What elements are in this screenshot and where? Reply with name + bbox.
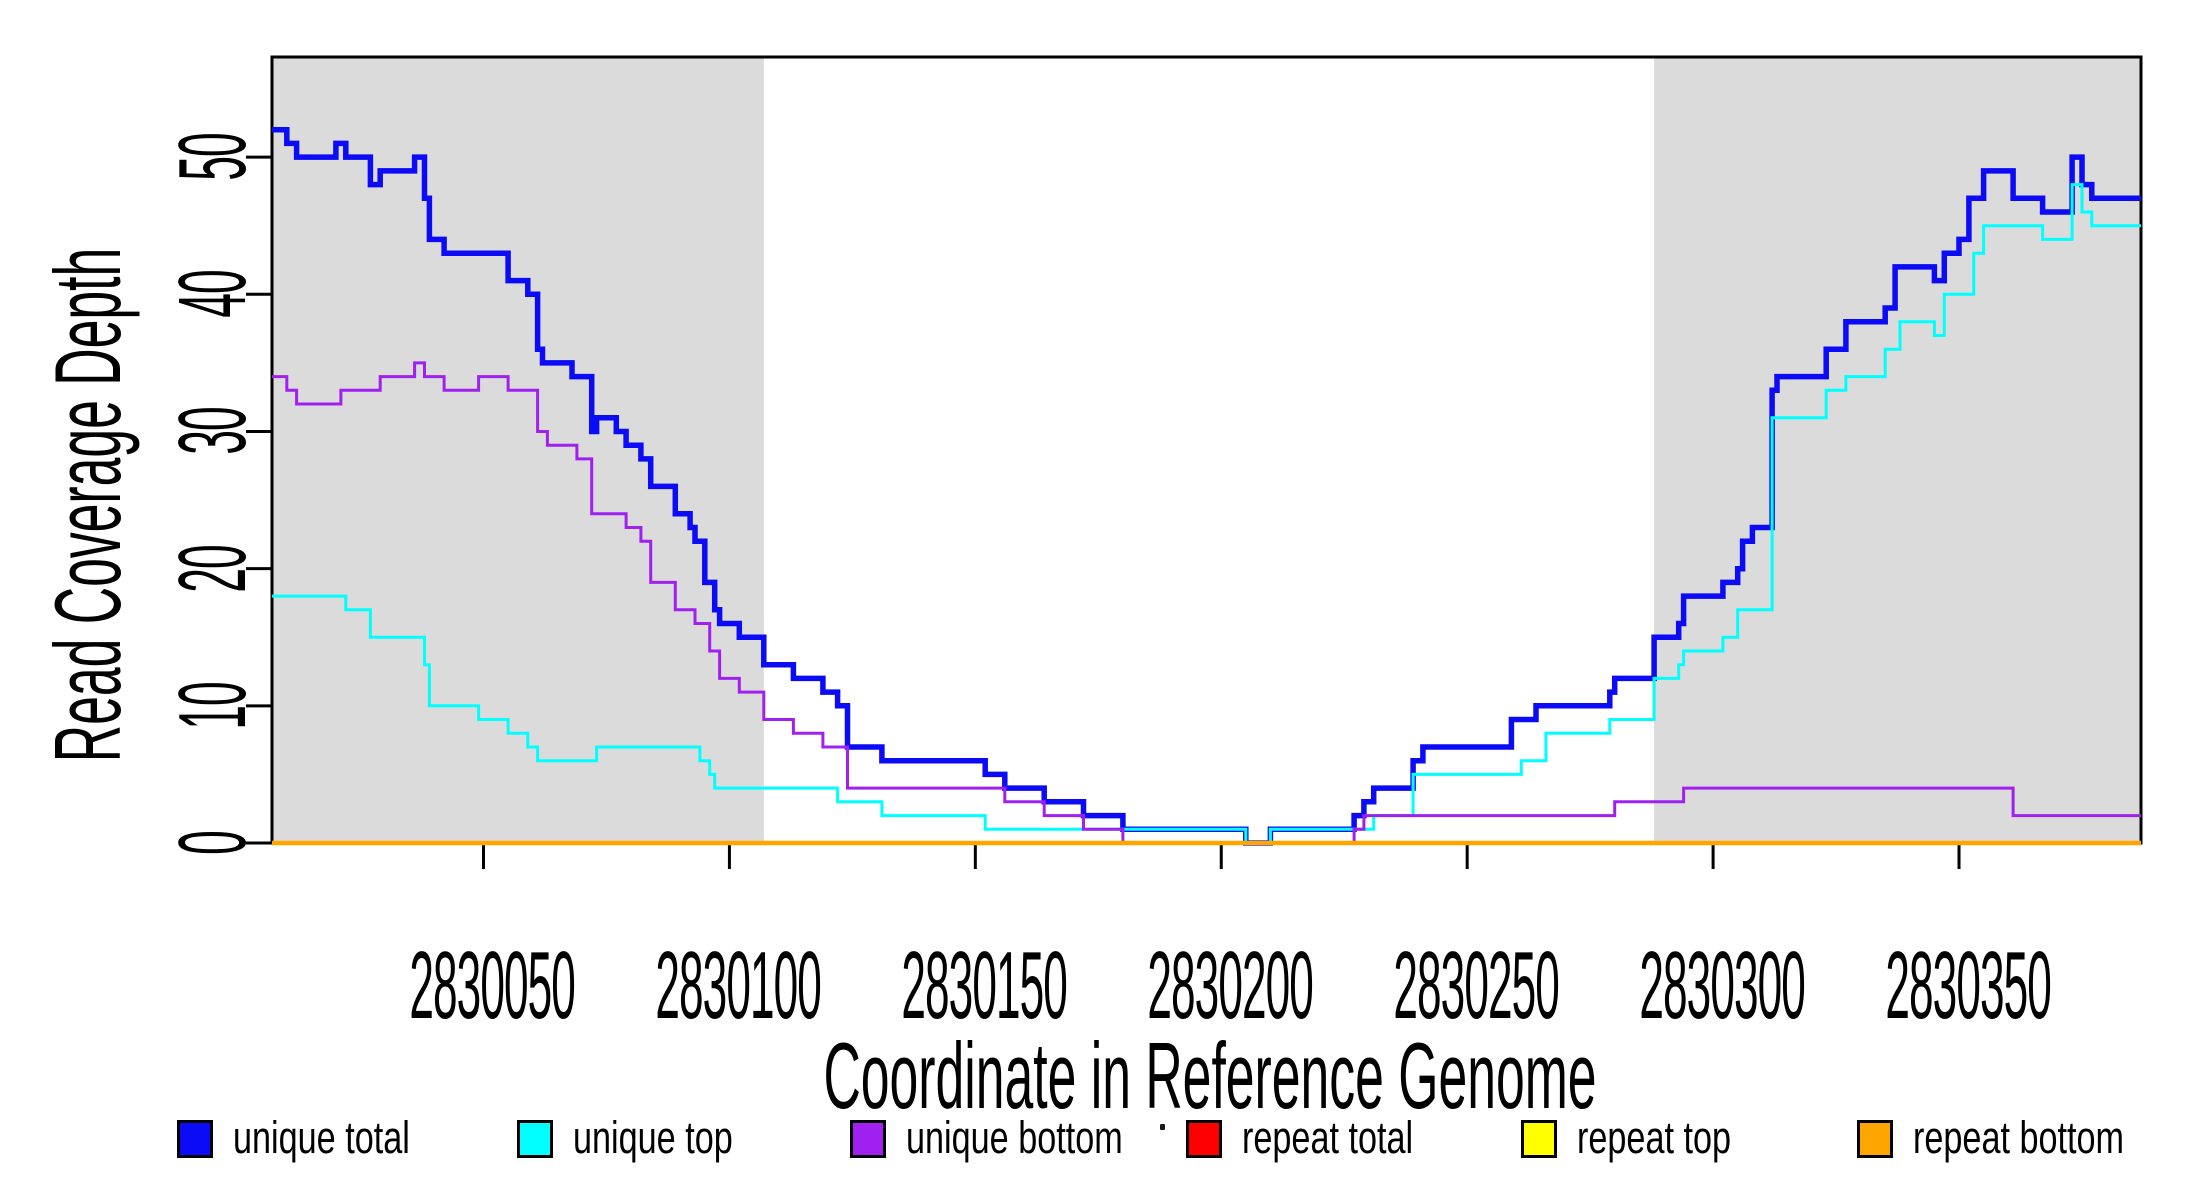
- y-tick-label: 30: [159, 407, 266, 456]
- x-axis-title: Coordinate in Reference Genome: [823, 1023, 1597, 1128]
- legend-item-label: unique top: [573, 1112, 733, 1163]
- series-line-unique-top: [272, 183, 2141, 845]
- y-axis-title: Read Coverage Depth: [35, 247, 140, 763]
- x-tick-label: 2830250: [1393, 932, 1560, 1039]
- y-tick-label: 50: [159, 133, 266, 181]
- x-tick-label: 2830050: [409, 932, 576, 1039]
- highlight-region-right: [1654, 57, 2141, 843]
- legend-color-swatch: [177, 1120, 213, 1158]
- legend-item-label: repeat total: [1242, 1112, 1414, 1163]
- x-tick-label: 2830200: [1147, 932, 1314, 1039]
- series-line-unique-bottom: [272, 361, 2141, 845]
- y-tick-label: 10: [159, 682, 266, 730]
- legend-color-swatch: [1857, 1120, 1893, 1158]
- y-tick-label: 0: [159, 831, 266, 855]
- x-tick-label: 2830350: [1885, 932, 2051, 1039]
- highlight-region-left: [272, 57, 764, 843]
- stray-dot-mark: [1160, 1124, 1165, 1130]
- legend-item-label: unique total: [233, 1112, 410, 1163]
- series-line-unique-total: [272, 126, 2141, 846]
- legend-item-label: repeat bottom: [1913, 1112, 2125, 1163]
- legend-color-swatch: [517, 1120, 553, 1158]
- legend-color-swatch: [1186, 1120, 1222, 1158]
- legend-color-swatch: [1521, 1120, 1557, 1158]
- x-tick-label: 2830100: [655, 932, 822, 1039]
- y-tick-label: 20: [159, 545, 266, 593]
- legend-item-label: unique bottom: [906, 1112, 1123, 1163]
- legend-item-label: repeat top: [1577, 1112, 1732, 1163]
- legend-color-swatch: [850, 1120, 886, 1158]
- y-tick-label: 40: [159, 270, 266, 318]
- x-tick-label: 2830150: [901, 932, 1068, 1039]
- x-tick-label: 2830300: [1639, 932, 1805, 1039]
